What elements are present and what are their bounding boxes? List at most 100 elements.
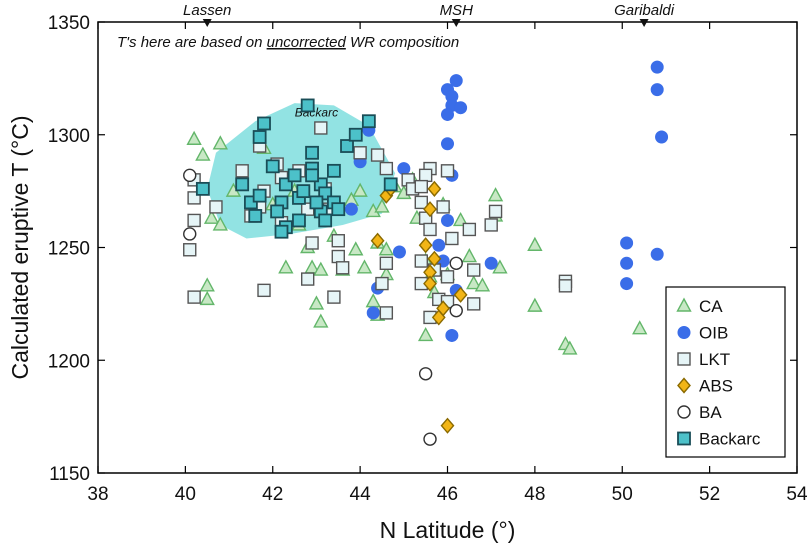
point-ca bbox=[562, 340, 578, 355]
legend-label-backarc: Backarc bbox=[699, 430, 761, 449]
point-backarc bbox=[361, 114, 376, 129]
point-ca bbox=[195, 146, 211, 161]
legend-box bbox=[665, 286, 786, 458]
point-abs bbox=[370, 232, 385, 249]
y-tick-label: 1250 bbox=[48, 239, 90, 260]
volcano-label-lassen: Lassen bbox=[183, 2, 231, 19]
point-lkt bbox=[488, 204, 503, 219]
legend-marker-lkt bbox=[677, 352, 691, 366]
point-oib bbox=[454, 101, 468, 115]
point-abs bbox=[423, 275, 437, 292]
legend-marker-backarc bbox=[677, 431, 691, 446]
x-tick-label: 40 bbox=[175, 484, 196, 505]
point-lkt bbox=[558, 279, 573, 293]
legend-label-oib: OIB bbox=[699, 324, 728, 343]
point-lkt bbox=[375, 276, 389, 291]
point-oib bbox=[440, 137, 454, 151]
point-lkt bbox=[414, 254, 428, 268]
point-ca bbox=[365, 293, 381, 308]
point-ca bbox=[527, 236, 543, 251]
point-lkt bbox=[335, 261, 350, 275]
legend-label-ba: BA bbox=[699, 403, 722, 422]
volcano-arrow-lassen bbox=[202, 19, 212, 27]
legend: CA OIB LKT ABS BA Backarc bbox=[665, 286, 786, 458]
legend-marker-ba bbox=[677, 405, 691, 419]
point-ca bbox=[632, 320, 648, 335]
point-oib bbox=[445, 328, 459, 342]
point-backarc bbox=[305, 168, 319, 183]
point-oib bbox=[366, 306, 380, 320]
point-backarc bbox=[292, 213, 306, 228]
point-lkt bbox=[331, 234, 345, 248]
x-tick-label: 46 bbox=[437, 484, 458, 505]
legend-marker-oib bbox=[677, 325, 691, 339]
point-ca bbox=[212, 135, 229, 150]
point-backarc bbox=[348, 127, 363, 142]
point-backarc bbox=[296, 184, 311, 199]
point-oib bbox=[484, 256, 498, 270]
point-abs bbox=[427, 250, 442, 267]
point-backarc bbox=[265, 159, 280, 174]
point-ca bbox=[212, 216, 229, 231]
point-ca bbox=[199, 277, 215, 292]
point-abs bbox=[418, 237, 433, 254]
point-lkt bbox=[462, 222, 477, 237]
point-backarc bbox=[287, 168, 302, 183]
point-oib bbox=[620, 236, 634, 250]
point-backarc bbox=[195, 181, 210, 196]
point-ca bbox=[203, 209, 220, 224]
point-ca bbox=[474, 277, 491, 292]
point-ca bbox=[461, 248, 478, 263]
point-lkt bbox=[183, 243, 197, 257]
point-lkt bbox=[379, 306, 394, 320]
point-ba bbox=[449, 256, 463, 270]
point-oib bbox=[620, 256, 634, 270]
point-backarc bbox=[252, 188, 267, 203]
point-lkt bbox=[436, 200, 450, 214]
volcano-arrow-garibaldi bbox=[639, 19, 649, 27]
point-ba bbox=[183, 168, 197, 183]
point-ca bbox=[492, 259, 508, 274]
point-lkt bbox=[301, 272, 315, 286]
legend-label-abs: ABS bbox=[699, 377, 733, 396]
point-backarc bbox=[309, 195, 324, 210]
point-lkt bbox=[484, 218, 498, 232]
y-tick-label: 1200 bbox=[48, 351, 90, 372]
point-backarc bbox=[252, 130, 267, 144]
x-axis-title: N Latitude (°) bbox=[380, 517, 516, 543]
point-backarc bbox=[270, 204, 285, 219]
point-lkt bbox=[467, 297, 481, 311]
point-lkt bbox=[314, 121, 328, 135]
point-backarc bbox=[340, 139, 354, 153]
point-backarc bbox=[300, 98, 315, 113]
point-oib bbox=[440, 213, 454, 227]
series-backarc bbox=[195, 98, 398, 239]
x-tick-label: 52 bbox=[699, 484, 720, 505]
y-axis-title: Calculated eruptive T (°C) bbox=[7, 115, 33, 379]
point-abs bbox=[427, 180, 442, 197]
volcano-arrow-msh bbox=[451, 19, 461, 27]
composition-note: T's here are based on uncorrected WR com… bbox=[117, 34, 459, 51]
x-tick-label: 50 bbox=[612, 484, 633, 505]
point-oib bbox=[449, 74, 463, 88]
point-ca bbox=[487, 187, 504, 202]
point-oib bbox=[392, 245, 406, 259]
legend-marker-ca bbox=[676, 297, 692, 312]
volcano-label-msh: MSH bbox=[440, 2, 474, 19]
y-tick-label: 1150 bbox=[49, 464, 90, 485]
x-tick-label: 38 bbox=[87, 484, 108, 505]
point-lkt bbox=[353, 146, 367, 160]
point-ca bbox=[352, 182, 368, 197]
point-ca bbox=[313, 261, 329, 276]
point-lkt bbox=[467, 263, 481, 277]
point-backarc bbox=[327, 163, 341, 178]
point-ca bbox=[466, 275, 482, 290]
point-lkt bbox=[440, 270, 455, 284]
point-lkt bbox=[379, 256, 394, 270]
legend-label-lkt: LKT bbox=[699, 350, 730, 369]
point-ca bbox=[374, 198, 390, 213]
point-oib bbox=[650, 247, 664, 261]
point-lkt bbox=[209, 200, 223, 214]
point-abs bbox=[453, 286, 468, 303]
